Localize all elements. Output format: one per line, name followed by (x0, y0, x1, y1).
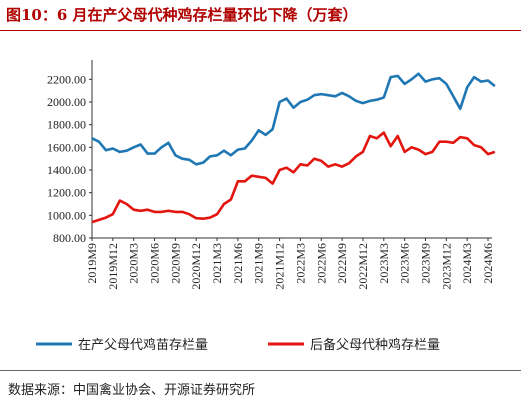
series-line-2 (91, 131, 496, 224)
series-line-1 (91, 72, 496, 166)
x-tick-label: 2022M6 (314, 243, 328, 284)
x-tick-label: 2020M6 (148, 243, 162, 284)
y-tick-label: 1400.00 (47, 163, 86, 177)
x-tick-label: 2020M12 (189, 243, 203, 290)
x-tick-label: 2021M6 (231, 243, 245, 284)
x-tick-label: 2020M3 (127, 243, 141, 284)
y-tick-label: 1200.00 (47, 186, 86, 200)
y-tick-label: 2000.00 (47, 95, 86, 109)
x-tick-label: 2022M9 (335, 243, 349, 284)
x-tick-label: 2021M9 (252, 243, 266, 284)
y-tick-label: 800.00 (53, 231, 86, 245)
x-tick-label: 2020M9 (168, 243, 182, 284)
legend-label-2: 后备父母代种鸡存栏量 (310, 337, 440, 353)
y-tick-label: 1800.00 (47, 118, 86, 132)
line-chart: 2200.00 2000.00 1800.00 1600.00 1400.00 1200.… (36, 60, 496, 353)
source-note: 数据来源：中国禽业协会、开源证券研究所 (8, 383, 256, 398)
legend-label-1: 在产父母代鸡苗存栏量 (78, 337, 208, 353)
x-tick-label: 2023M3 (377, 243, 391, 284)
x-tick-label: 2022M12 (356, 243, 370, 290)
x-tick-label: 2019M9 (85, 243, 99, 284)
x-tick-label: 2023M9 (418, 243, 432, 284)
x-tick-label: 2023M6 (398, 243, 412, 284)
footer-divider (0, 370, 521, 371)
chart-title: 图10：6 月在产父母代种鸡存栏量环比下降（万套） (6, 6, 358, 24)
y-tick-label: 2200.00 (47, 72, 86, 86)
title-divider (0, 30, 521, 31)
y-tick-label: 1000.00 (47, 208, 86, 222)
x-tick-label: 2021M12 (273, 243, 287, 290)
y-tick-label: 1600.00 (47, 140, 86, 154)
x-tick-label: 2019M12 (106, 243, 120, 290)
x-tick-label: 2021M3 (210, 243, 224, 284)
x-tick-label: 2024M6 (481, 243, 495, 284)
x-tick-label: 2022M3 (293, 243, 307, 284)
x-tick-label: 2024M3 (460, 243, 474, 284)
x-tick-label: 2023M12 (439, 243, 453, 290)
